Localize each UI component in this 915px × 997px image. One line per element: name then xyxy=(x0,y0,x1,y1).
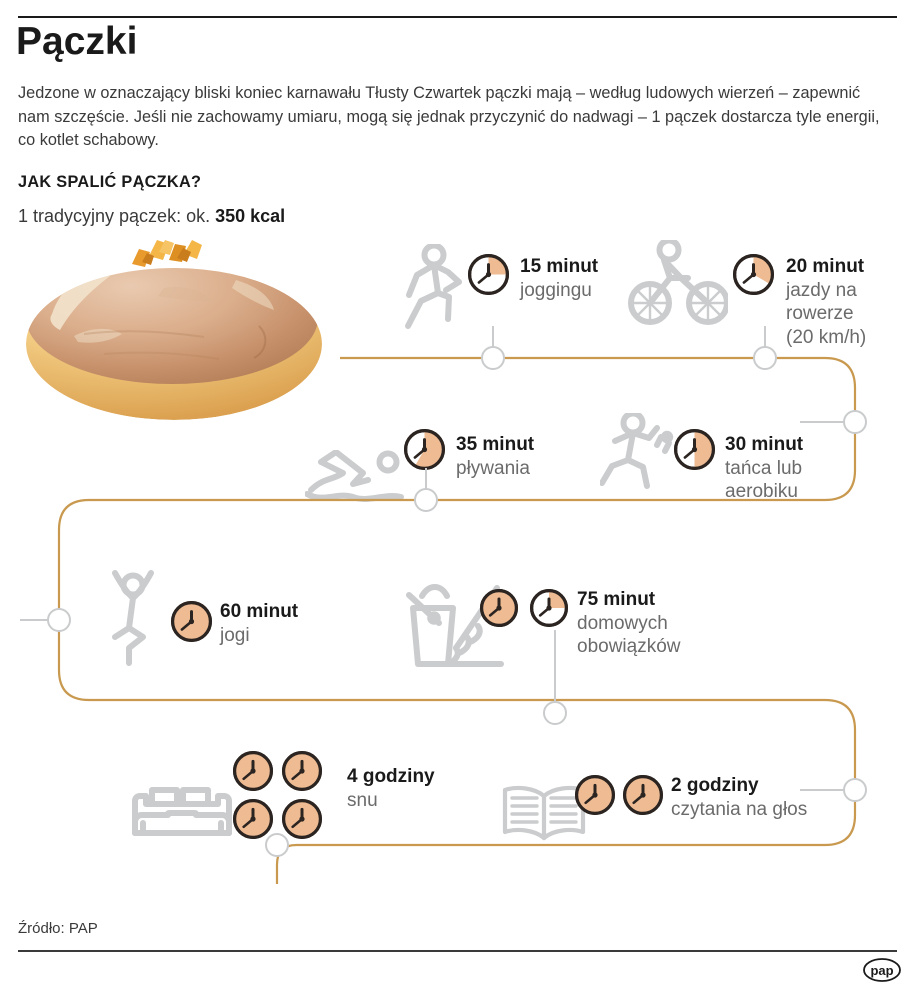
svg-text:pap: pap xyxy=(870,963,893,978)
